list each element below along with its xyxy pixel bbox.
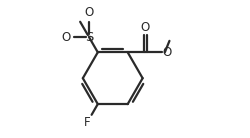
- Text: O: O: [163, 46, 172, 59]
- Text: O: O: [61, 30, 70, 43]
- Text: O: O: [84, 6, 94, 19]
- Text: F: F: [84, 116, 91, 129]
- Text: S: S: [85, 30, 93, 43]
- Text: O: O: [141, 21, 150, 34]
